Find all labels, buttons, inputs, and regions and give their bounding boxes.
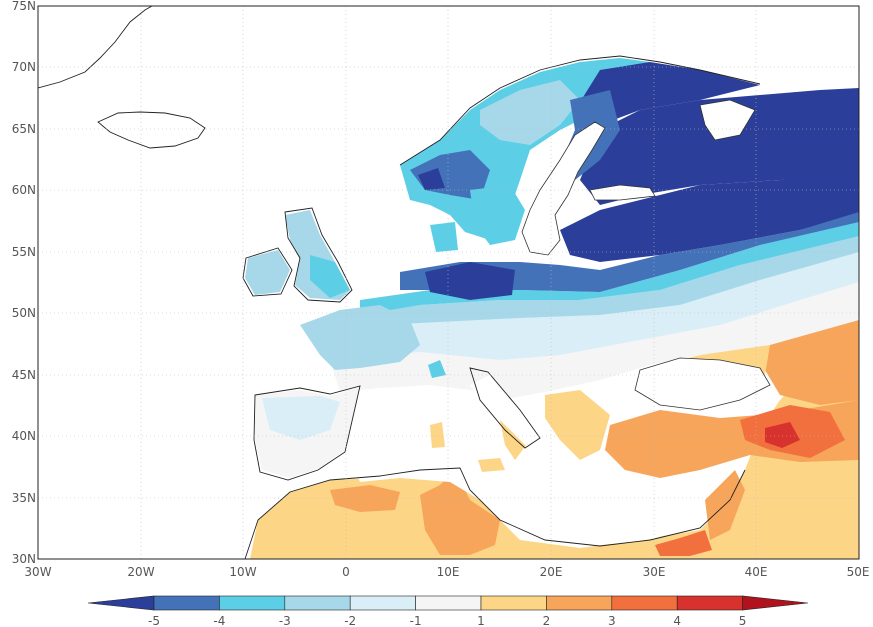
central-europe-mid: [340, 232, 859, 330]
black-sea: [634, 357, 771, 411]
south-europe-neutral: [330, 280, 859, 400]
lat-label: 75N: [12, 0, 36, 13]
sardinia-anomaly: [430, 422, 445, 448]
lat-label: 55N: [12, 245, 36, 259]
colorbar-swatch: [219, 595, 286, 611]
norway-darkest: [418, 168, 445, 190]
denmark-anomaly: [430, 222, 458, 252]
lon-label: 20W: [127, 565, 154, 579]
colorbar-swatch: [546, 595, 613, 611]
britain-outline: [284, 207, 353, 303]
lon-label: 30E: [643, 565, 666, 579]
north-scandinavia-dark: [575, 62, 760, 125]
iceland-outline: [97, 111, 206, 149]
colorbar-label: 1: [477, 614, 485, 627]
mediterranean: [350, 450, 705, 545]
lat-label: 60N: [12, 183, 36, 197]
sicily-anomaly: [478, 458, 505, 472]
lon-label: 10E: [437, 565, 460, 579]
north-africa-anomaly: [250, 350, 859, 559]
france-anomaly: [300, 305, 420, 370]
italy-outline: [469, 367, 541, 449]
colorbar-swatch: [349, 595, 416, 611]
caucasus-anomaly: [765, 310, 859, 405]
baltic-sea: [521, 121, 606, 256]
plot-frame: [37, 5, 860, 560]
adriatic: [470, 375, 540, 445]
lon-label: 40E: [745, 565, 768, 579]
lat-label: 45N: [12, 368, 36, 382]
colorbar-swatch: [415, 595, 482, 611]
lat-label: 50N: [12, 306, 36, 320]
lat-axis: 75N 70N 65N 60N 55N 50N 45N 40N 35N 30N: [12, 0, 36, 566]
alps-patch: [428, 360, 446, 378]
lon-label: 30W: [24, 565, 51, 579]
water-bodies: [350, 99, 771, 545]
ireland-anomaly: [245, 250, 290, 295]
lat-label: 65N: [12, 122, 36, 136]
lat-label: 35N: [12, 491, 36, 505]
egypt-anomaly: [655, 530, 712, 556]
sweden-south: [470, 185, 525, 245]
eastern-europe-dark: [560, 170, 859, 262]
colorbar-label: -3: [279, 614, 291, 627]
colorbar-extend-low: [87, 595, 155, 611]
lat-label: 40N: [12, 429, 36, 443]
greenland-outline: [38, 6, 153, 89]
sweden-light: [480, 80, 580, 145]
germany-poland-dark: [425, 262, 515, 300]
lon-axis: 30W 20W 10W 0 10E 20E 30E 40E 50E: [24, 565, 869, 579]
gridlines: [38, 6, 859, 559]
colorbar-swatch: [480, 595, 547, 611]
lon-label: 0: [342, 565, 350, 579]
colorbar-label: -4: [213, 614, 225, 627]
africa-outline: [244, 467, 746, 559]
colorbar-label: 4: [673, 614, 681, 627]
lon-label: 20E: [540, 565, 563, 579]
colorbar-label: -1: [410, 614, 422, 627]
scandinavia-outline: [399, 55, 761, 166]
greece-anomaly: [545, 390, 610, 460]
colorbar-swatch: [153, 595, 220, 611]
russia-dark: [580, 88, 859, 205]
lat-label: 70N: [12, 60, 36, 74]
colorbar-label: -5: [148, 614, 160, 627]
algeria-anomaly: [330, 485, 400, 512]
coastlines: [38, 6, 761, 559]
gulf-of-finland: [589, 184, 656, 201]
tunisia-anomaly: [420, 470, 500, 555]
colorbar-swatch: [676, 595, 743, 611]
colorbar-extend-high: [742, 595, 809, 611]
colorbar-label: 2: [543, 614, 551, 627]
lon-label: 10W: [229, 565, 256, 579]
colorbar-swatch: [284, 595, 351, 611]
east-turkey-hot: [765, 422, 800, 448]
central-europe-light: [320, 250, 859, 360]
colorbar-label: -2: [344, 614, 356, 627]
colorbar: -5 -4 -3 -2 -1 1 2 3 4 5: [87, 595, 809, 627]
colorbar-swatch: [611, 595, 678, 611]
colorbar-label: 3: [608, 614, 616, 627]
iberia-outline: [253, 385, 361, 481]
lon-label: 50E: [847, 565, 870, 579]
iberia-light-blue: [262, 396, 340, 440]
lat-label: 30N: [12, 552, 36, 566]
colorbar-label: 5: [739, 614, 747, 627]
england-anomaly: [310, 255, 350, 298]
white-sea-area: [699, 99, 756, 141]
